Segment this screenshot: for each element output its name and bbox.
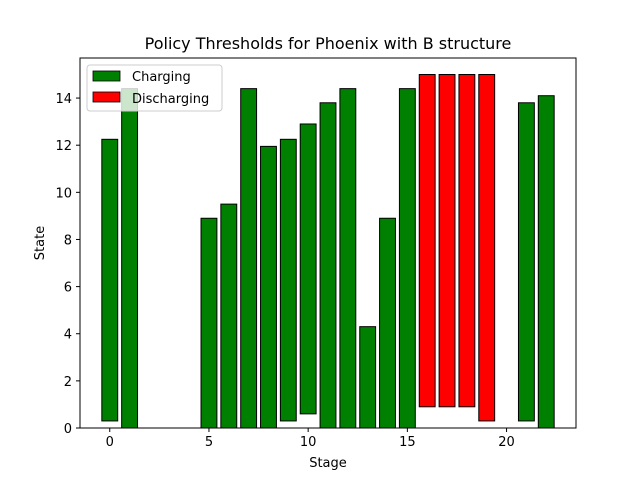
- y-tick-label: 6: [64, 281, 72, 296]
- chart-title: Policy Thresholds for Phoenix with B str…: [145, 34, 512, 53]
- x-tick-label: 10: [300, 435, 317, 450]
- legend-swatch-charging: [92, 70, 121, 82]
- y-tick-label: 8: [64, 233, 72, 248]
- bar-charging-stage-22: [537, 95, 555, 429]
- bar-charging-stage-15: [398, 88, 416, 429]
- y-tick-label: 2: [64, 375, 72, 390]
- bar-charging-stage-11: [319, 102, 337, 429]
- bar-charging-stage-0: [101, 138, 119, 422]
- y-tick-label: 12: [55, 139, 72, 154]
- bars-layer: [101, 73, 555, 429]
- bar-charging-stage-12: [339, 88, 357, 429]
- x-tick-label: 20: [498, 435, 515, 450]
- x-axis-ticks: 0 5 10 15 20: [106, 428, 515, 450]
- legend: Charging Discharging: [86, 64, 223, 112]
- x-axis-label: Stage: [309, 456, 347, 471]
- x-tick-label: 5: [205, 435, 213, 450]
- bar-discharging-stage-19: [478, 73, 496, 422]
- bar-charging-stage-13: [359, 326, 377, 429]
- bar-charging-stage-21: [517, 102, 535, 422]
- plot-frame: [79, 57, 577, 429]
- x-tick-label: 15: [399, 435, 416, 450]
- y-tick-label: 14: [55, 92, 72, 107]
- y-tick-label: 0: [64, 422, 72, 437]
- bar-charging-stage-10: [299, 123, 317, 415]
- bar-charging-stage-14: [379, 217, 396, 429]
- bar-charging-stage-5: [200, 217, 218, 429]
- bar-discharging-stage-17: [438, 73, 456, 408]
- y-tick-label: 10: [55, 186, 72, 201]
- bar-charging-stage-8: [260, 145, 277, 429]
- y-axis-ticks: 0 2 4 6 8 10 12 14: [55, 92, 80, 437]
- bar-discharging-stage-16: [418, 73, 436, 408]
- legend-label-charging: Charging: [132, 70, 191, 85]
- bar-discharging-stage-18: [458, 73, 476, 408]
- y-axis-label: State: [33, 226, 48, 260]
- legend-swatch-discharging: [92, 91, 121, 103]
- bar-charging-stage-6: [220, 203, 238, 429]
- legend-box: [86, 64, 223, 112]
- bar-charging-stage-1: [121, 88, 139, 429]
- x-tick-label: 0: [106, 435, 114, 450]
- bar-charging-stage-7: [240, 88, 258, 429]
- bar-charging-stage-9: [279, 138, 297, 422]
- y-tick-label: 4: [64, 328, 72, 343]
- legend-label-discharging: Discharging: [132, 92, 209, 107]
